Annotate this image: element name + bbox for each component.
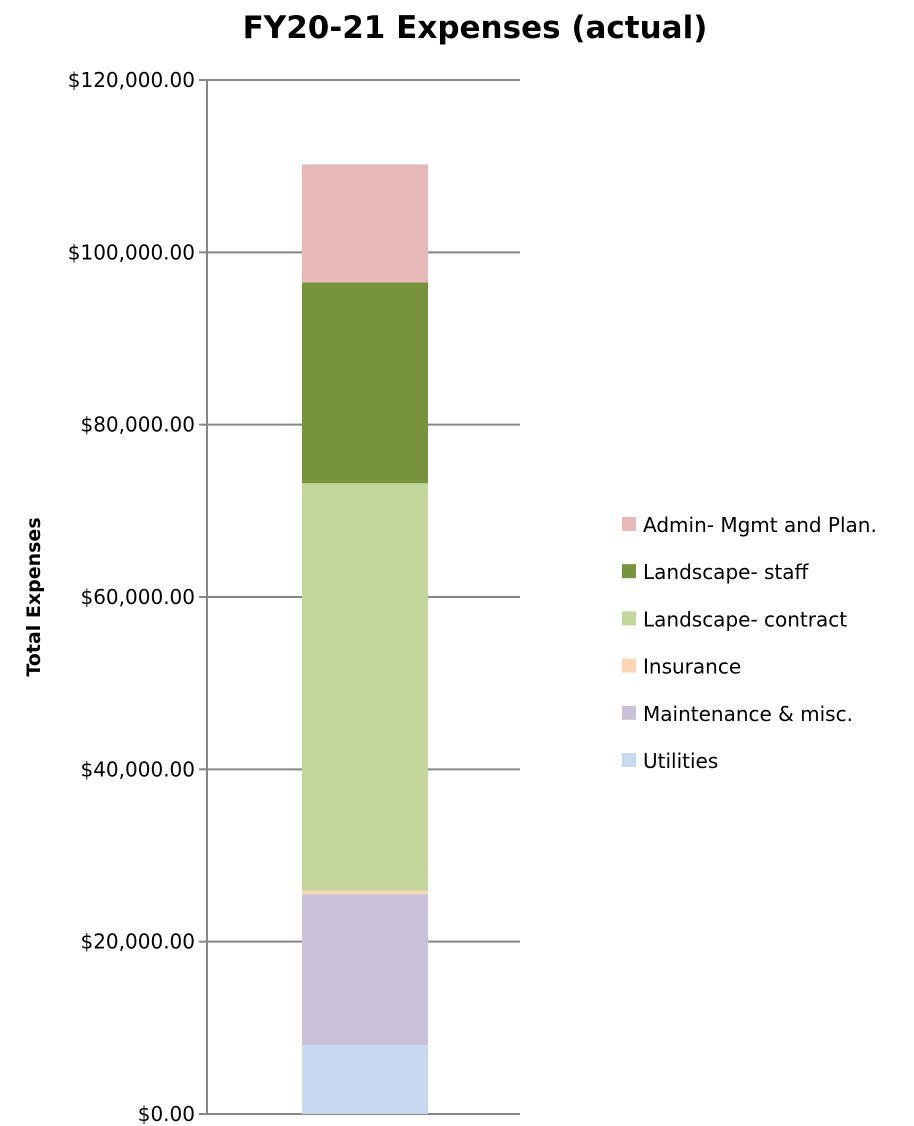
bar-segment-insurance [302,890,428,895]
bar-segment-maintenance-misc [302,894,428,1046]
legend-swatch [622,611,636,626]
legend-label: Admin- Mgmt and Plan. [643,513,877,537]
y-tick-label: $120,000.00 [68,68,195,92]
legend-swatch [622,517,636,531]
bar-segments [302,164,428,1114]
bar-segment-admin-mgmt-and-plan [302,164,428,283]
bar-segment-landscape-contract [302,483,428,891]
legend: Admin- Mgmt and Plan. Landscape- staff Lan… [622,513,877,773]
legend-label: Landscape- staff [643,560,810,584]
chart-title: FY20-21 Expenses (actual) [243,10,708,46]
legend-swatch [622,753,636,767]
y-axis-title: Total Expenses [23,517,45,676]
y-tick-label: $60,000.00 [80,585,195,609]
y-tick-label: $40,000.00 [80,757,195,781]
legend-swatch [622,658,636,673]
bar-segment-landscape-staff [302,282,428,484]
y-tick-label: $100,000.00 [68,240,195,264]
y-axis-ticks: $0.00 $20,000.00 $40,000.00 $60,000.00 $80,0… [68,68,207,1126]
legend-label: Maintenance & misc. [643,702,853,726]
y-tick-label: $80,000.00 [80,413,195,437]
legend-label: Insurance [643,655,741,679]
legend-swatch [622,564,636,579]
legend-label: Utilities [643,749,718,773]
y-tick-label: $0.00 [138,1102,195,1126]
legend-label: Landscape- contract [643,607,847,631]
bar-segment-utilities [302,1045,428,1114]
y-tick-label: $20,000.00 [80,930,195,954]
legend-swatch [622,705,636,720]
